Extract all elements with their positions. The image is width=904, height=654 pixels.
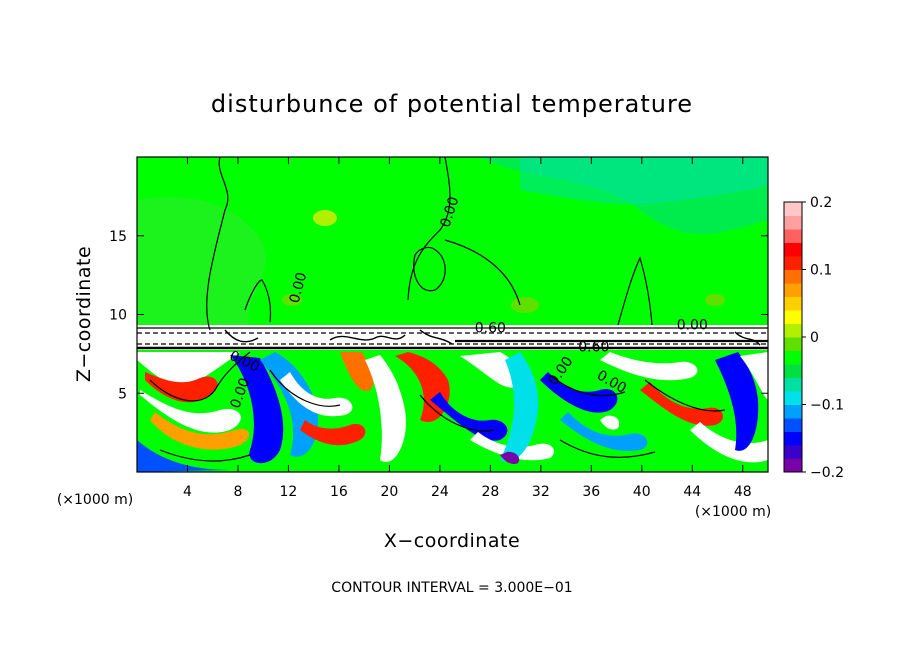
contour-0-b (407, 157, 451, 301)
colorbar-tick-label: 0 (810, 330, 819, 346)
colorbar-block (784, 377, 802, 392)
contour-0-a (206, 157, 229, 331)
contour-tangle-1 (224, 329, 259, 343)
colorbar-block (784, 458, 802, 473)
upper-warm-spot-2 (282, 294, 302, 306)
contour-lower-g (559, 439, 656, 458)
y-tick-label: 15 (109, 229, 127, 245)
upper-shade-1 (137, 196, 266, 330)
x-unit-right: (×1000 m) (695, 504, 771, 520)
contour-lower-b (269, 369, 341, 407)
x-tick-label: 40 (633, 484, 651, 500)
y-ticks: 5 10 15 (109, 229, 768, 402)
x-tick-label: 12 (280, 484, 298, 500)
colorbar-block (784, 296, 802, 311)
contour-0-d (413, 246, 446, 292)
colorbar-block (784, 215, 802, 230)
colorbar-block (784, 269, 802, 284)
upper-warm-spot-1 (313, 210, 337, 226)
inversion-band (137, 325, 768, 350)
x-tick-label: 48 (734, 484, 752, 500)
contour-lines (137, 157, 768, 462)
x-tick-label: 44 (683, 484, 701, 500)
contour-label: 0.00 (677, 318, 708, 334)
y-axis-label: Z−coordinate (73, 246, 95, 382)
colorbar-block (784, 445, 802, 459)
colorbar: 0.2 0.1 0 −0.1 −0.2 (783, 195, 844, 481)
x-tick-label: 4 (183, 484, 192, 500)
colorbar-block (784, 310, 802, 324)
contour-interval-note: CONTOUR INTERVAL = 3.000E−01 (331, 580, 572, 596)
colorbar-tick-label: −0.2 (810, 465, 844, 481)
colorbar-tick-label: 0.1 (810, 263, 832, 279)
colorbar-tick-label: −0.1 (810, 398, 844, 414)
contour-0-c (444, 239, 521, 306)
color-field (137, 157, 768, 472)
contour-label: 0.00 (287, 271, 311, 305)
contour-lower-a (149, 351, 251, 402)
contour-label: 0.60 (578, 340, 609, 356)
colorbar-block (784, 242, 802, 257)
chart-title: disturbunce of potential temperature (211, 90, 693, 118)
x-tick-label: 20 (380, 484, 398, 500)
x-tick-label: 32 (532, 484, 550, 500)
colorbar-block (784, 202, 802, 216)
x-tick-label: 24 (431, 484, 449, 500)
x-tick-label: 28 (481, 484, 499, 500)
colorbar-block (784, 229, 802, 243)
contour-lower-e (644, 379, 726, 412)
colorbar-block (784, 337, 802, 351)
colorbar-ticks: 0.2 0.1 0 −0.1 −0.2 (802, 195, 844, 481)
x-axis-label: X−coordinate (384, 530, 520, 552)
upper-warm-spot-3 (511, 297, 539, 313)
colorbar-block (784, 323, 802, 338)
x-ticks: 4 8 12 16 20 24 28 32 36 40 44 48 (183, 157, 752, 500)
x-tick-label: 8 (233, 484, 242, 500)
colorbar-block (784, 350, 802, 365)
y-tick-label: 10 (109, 308, 127, 324)
contour-tangle-4 (734, 331, 761, 346)
colorbar-block (784, 431, 802, 446)
contour-0-e (617, 256, 653, 326)
lower-blobs (137, 352, 768, 472)
contour-lower-c (419, 394, 496, 432)
contour-lower-f (159, 449, 251, 462)
colorbar-blocks (784, 202, 802, 473)
y-tick-label: 5 (118, 386, 127, 402)
colorbar-block (784, 364, 802, 378)
colorbar-block (784, 391, 802, 405)
contour-tangle-3 (419, 329, 453, 345)
contour-lower-d (549, 374, 626, 397)
upper-shade-3 (520, 157, 768, 205)
colorbar-block (784, 283, 802, 297)
contour-label: 0.60 (475, 321, 506, 337)
colorbar-block (784, 404, 802, 419)
x-unit-left: (×1000 m) (57, 492, 133, 508)
x-tick-label: 36 (582, 484, 600, 500)
contour-tangle-2 (329, 334, 406, 341)
contour-0-f (244, 279, 272, 323)
colorbar-tick-label: 0.2 (810, 195, 832, 211)
x-tick-label: 16 (330, 484, 348, 500)
colorbar-block (784, 256, 802, 270)
upper-warm-spot-4 (705, 294, 725, 306)
colorbar-block (784, 418, 802, 432)
